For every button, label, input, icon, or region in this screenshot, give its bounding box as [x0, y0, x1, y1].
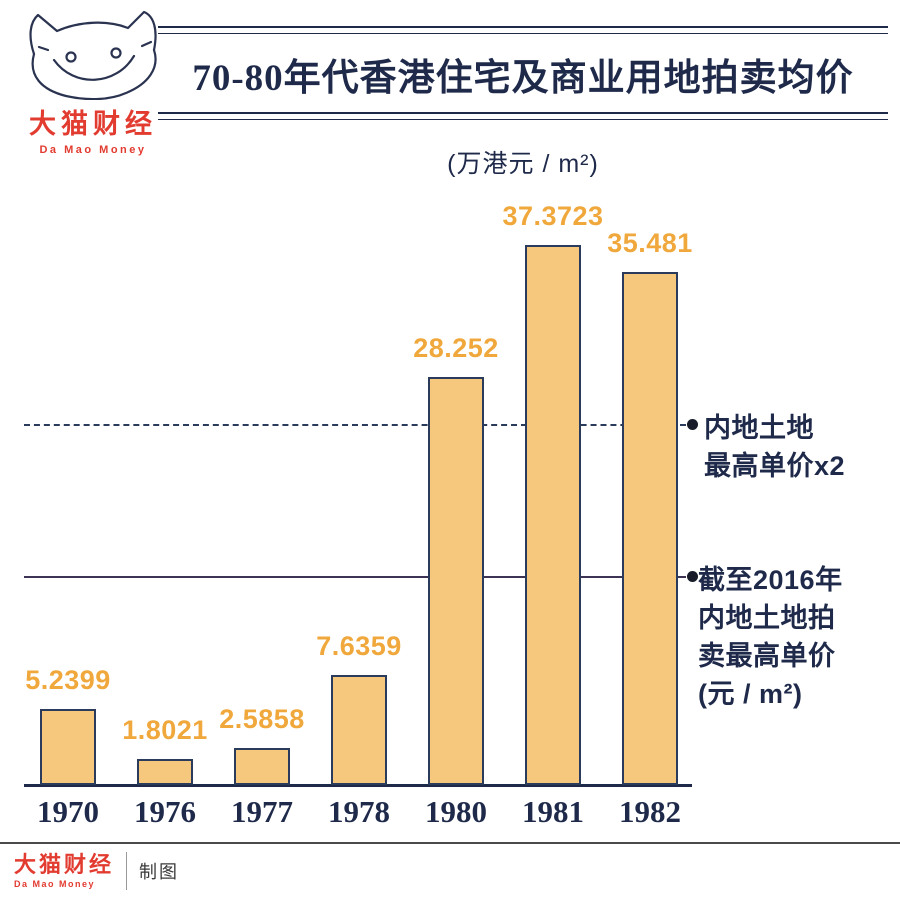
page-title: 70-80年代香港住宅及商业用地拍卖均价 [192, 58, 854, 99]
bar-value-label-1970: 5.2399 [25, 665, 111, 696]
x-axis-label-1981: 1981 [522, 794, 584, 829]
reference-line-label-mainland-highest-x2: 内地土地最高单价x2 [704, 409, 845, 485]
bar-value-label-1978: 7.6359 [316, 630, 402, 661]
reference-line-mainland-highest-x2 [24, 424, 686, 427]
bar-1977 [234, 747, 290, 785]
credit-label: 制图 [139, 862, 180, 882]
bar-1976 [137, 758, 193, 785]
bar-value-label-1981: 37.3723 [502, 200, 604, 231]
x-axis-label-1978: 1978 [328, 794, 390, 829]
bar-value-label-1980: 28.252 [413, 332, 499, 363]
x-axis-label-1982: 1982 [619, 794, 681, 829]
title-rule-bottom [158, 112, 888, 120]
reference-line-label-row: 卖最高单价 [698, 640, 836, 671]
x-axis-label-1980: 1980 [425, 794, 487, 829]
x-axis-label-1970: 1970 [37, 794, 99, 829]
bar-value-label-1977: 2.5858 [219, 703, 305, 734]
bar-value-label-1982: 35.481 [607, 228, 693, 259]
bar-1978 [331, 674, 387, 785]
x-axis-label-1976: 1976 [134, 794, 196, 829]
reference-line-label-row: 最高单价x2 [704, 451, 846, 482]
bar-1980 [428, 376, 484, 785]
footer-brand-cn: 大猫财经 [14, 852, 115, 877]
footer-divider [126, 852, 128, 890]
title-rule-top [158, 26, 888, 34]
title-block: 70-80年代香港住宅及商业用地拍卖均价 [158, 26, 888, 120]
bar-1981 [525, 244, 581, 785]
bar-1970 [40, 709, 96, 785]
footer-brand-en: Da Mao Money [14, 879, 96, 889]
chart-unit-label: (万港元 / m²) [447, 150, 599, 178]
bar-1982 [622, 272, 678, 785]
bar-value-label-1976: 1.8021 [122, 714, 208, 745]
reference-line-dot-mainland-highest-x2 [687, 419, 698, 431]
brand-name-en: Da Mao Money [39, 144, 147, 156]
reference-line-label-row: 截至2016年 [698, 564, 843, 595]
reference-line-label-row: (元 / m²) [698, 678, 803, 709]
reference-line-label-mainland-highest-2016: 截至2016年 内地土地拍卖最高单价 (元 / m²) [698, 561, 843, 713]
brand-logo: 大猫财经 Da Mao Money [12, 6, 174, 156]
footer: 大猫财经 Da Mao Money 制图 [0, 842, 900, 898]
reference-line-label-row: 内地土地 [704, 413, 814, 444]
reference-line-mainland-highest-2016 [24, 575, 686, 578]
reference-line-label-row: 内地土地拍 [698, 602, 836, 633]
cat-face-icon [29, 10, 157, 100]
x-axis-label-1977: 1977 [231, 794, 293, 829]
footer-brand: 大猫财经 Da Mao Money [14, 852, 115, 890]
brand-name-cn: 大猫财经 [29, 109, 157, 139]
reference-line-dot-mainland-highest-2016 [687, 570, 698, 582]
x-axis-line [24, 784, 692, 787]
